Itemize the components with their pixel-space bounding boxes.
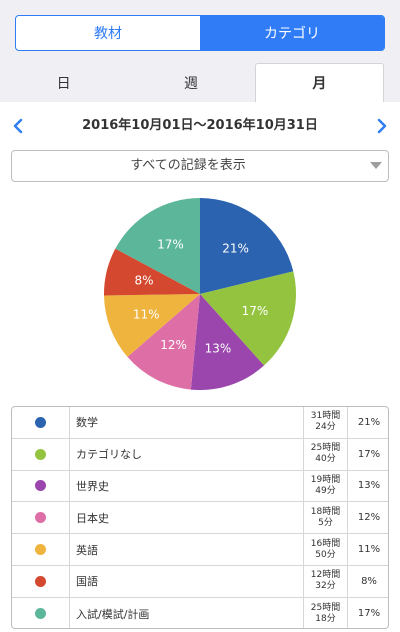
legend-color-cell: [12, 407, 70, 438]
pie-slice-label: 12%: [160, 338, 187, 352]
filter-label: すべての記録を表示: [130, 158, 246, 173]
legend-study-time: 31時間 24分: [304, 407, 348, 438]
legend-time-text: 16時間 50分: [310, 538, 341, 560]
legend-color-cell: [12, 597, 70, 628]
pie-svg: 21% 17% 13% 12% 11% 8% 17%: [104, 198, 296, 390]
legend-percent: 21%: [357, 416, 381, 428]
legend-percent: 17%: [357, 608, 381, 620]
legend-time-text: 25時間 40分: [310, 443, 341, 465]
pie-slice-label: 8%: [135, 273, 154, 287]
legend-time-text: 19時間 49分: [310, 474, 341, 496]
legend-time-text: 12時間 32分: [310, 570, 341, 592]
next-period-button[interactable]: [370, 114, 394, 138]
legend-color-cell: [12, 565, 70, 597]
legend-color-dot: [35, 512, 46, 524]
legend-category-name: 入試/模試/計画: [70, 597, 304, 628]
segment-material[interactable]: 教材: [94, 26, 122, 42]
previous-period-button[interactable]: [6, 114, 30, 138]
date-range-label: 2016年10月01日〜2016年10月31日: [82, 118, 318, 133]
legend-study-time: 12時間 32分: [304, 565, 348, 597]
pie-slice: [115, 198, 200, 294]
tab-month[interactable]: 月: [254, 63, 384, 102]
legend-color-dot: [35, 448, 46, 460]
legend-category-name: 英語: [70, 534, 304, 565]
legend-study-time: 16時間 50分: [304, 534, 348, 565]
legend-color-dot: [35, 416, 46, 428]
pie-slice-label: 21%: [222, 242, 249, 256]
legend-category-name: 数学: [70, 407, 304, 438]
header-area: 教材 カテゴリ 日 週 月: [0, 0, 400, 102]
legend-study-time: 25時間 40分: [304, 438, 348, 470]
legend-row: 入試/模試/計画 25時間 18分 17%: [12, 597, 388, 628]
pie-slice: [104, 248, 200, 296]
date-navigator: 2016年10月01日〜2016年10月31日: [0, 112, 400, 140]
legend-time-text: 25時間 18分: [310, 602, 341, 624]
pie-slice-label: 17%: [242, 304, 269, 318]
tab-week[interactable]: 週: [183, 75, 198, 92]
legend-color-cell: [12, 534, 70, 565]
legend-color-dot: [35, 575, 46, 587]
pie-slice: [104, 294, 200, 357]
legend-category-name: 日本史: [70, 502, 304, 534]
legend-percent: 13%: [357, 480, 381, 492]
legend-row: 国語 12時間 32分 8%: [12, 565, 388, 598]
pie-slice: [190, 294, 265, 390]
legend-color-cell: [12, 470, 70, 502]
record-filter-select[interactable]: すべての記録を表示: [11, 150, 389, 182]
legend-color-dot: [35, 608, 46, 620]
pie-slice-label: 13%: [205, 342, 232, 356]
legend-category-name: カテゴリなし: [70, 438, 304, 470]
segment-category[interactable]: カテゴリ: [200, 16, 384, 50]
legend-percent: 12%: [357, 512, 381, 524]
legend-percent: 11%: [357, 544, 381, 556]
legend-time-text: 31時間 24分: [310, 411, 341, 433]
legend-row: 日本史 18時間 5分 12%: [12, 502, 388, 535]
legend-color-dot: [35, 480, 46, 492]
pie-slice: [200, 271, 296, 366]
legend-percent: 17%: [357, 448, 381, 460]
pie-slice: [127, 294, 200, 390]
legend-percent: 8%: [361, 575, 377, 587]
pie-slice: [200, 198, 294, 294]
legend-row: 英語 16時間 50分 11%: [12, 534, 388, 566]
tab-day[interactable]: 日: [56, 75, 71, 92]
category-pie-chart: 21% 17% 13% 12% 11% 8% 17%: [104, 198, 296, 390]
legend-color-dot: [35, 544, 46, 556]
legend-category-name: 国語: [70, 565, 304, 597]
legend-study-time: 18時間 5分: [304, 502, 348, 534]
legend-row: カテゴリなし 25時間 40分 17%: [12, 438, 388, 471]
chevron-right-icon: [377, 118, 387, 134]
legend-time-text: 18時間 5分: [310, 506, 341, 528]
pie-slice-label: 11%: [133, 308, 160, 322]
period-tabs: 日 週 月: [0, 63, 400, 102]
legend-study-time: 25時間 18分: [304, 597, 348, 628]
pie-slice-label: 17%: [157, 238, 184, 252]
view-segmented-control: 教材 カテゴリ: [15, 15, 385, 51]
legend-study-time: 19時間 49分: [304, 470, 348, 502]
legend-color-cell: [12, 438, 70, 470]
category-legend-table: 数学 31時間 24分 21% カテゴリなし 25時間 40分 17% 世界史 19時間 49…: [11, 406, 389, 629]
legend-color-cell: [12, 502, 70, 534]
caret-down-icon: [370, 162, 382, 169]
legend-row: 数学 31時間 24分 21%: [12, 407, 388, 439]
legend-category-name: 世界史: [70, 470, 304, 502]
chevron-left-icon: [13, 118, 23, 134]
legend-row: 世界史 19時間 49分 13%: [12, 470, 388, 503]
